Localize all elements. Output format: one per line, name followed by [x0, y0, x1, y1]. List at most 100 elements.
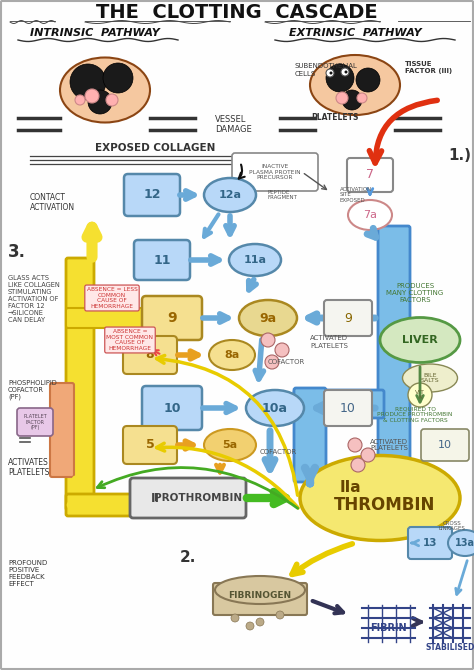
Text: 7a: 7a — [363, 210, 377, 220]
Text: COFACTOR: COFACTOR — [260, 449, 297, 455]
Circle shape — [246, 622, 254, 630]
Text: PEPTIDE
FRAGMENT: PEPTIDE FRAGMENT — [268, 190, 298, 200]
Circle shape — [256, 618, 264, 626]
Text: PHOSPHOLIPID
COFACTOR
(PF): PHOSPHOLIPID COFACTOR (PF) — [8, 380, 57, 401]
Text: ACTIVATION
SITE
EXPOSED: ACTIVATION SITE EXPOSED — [340, 187, 372, 203]
FancyBboxPatch shape — [50, 383, 74, 477]
Text: 11: 11 — [153, 253, 171, 267]
Text: 13a: 13a — [455, 538, 474, 548]
Text: CROSS
LINKAGES: CROSS LINKAGES — [438, 521, 465, 531]
Circle shape — [275, 343, 289, 357]
FancyBboxPatch shape — [294, 390, 384, 418]
Ellipse shape — [300, 456, 460, 541]
Text: 10: 10 — [438, 440, 452, 450]
FancyBboxPatch shape — [134, 240, 190, 280]
Text: 13: 13 — [423, 538, 437, 548]
FancyBboxPatch shape — [66, 494, 182, 516]
Ellipse shape — [239, 300, 297, 336]
FancyBboxPatch shape — [408, 527, 452, 559]
Circle shape — [261, 333, 275, 347]
Circle shape — [103, 63, 133, 93]
Text: THROMBIN: THROMBIN — [334, 496, 436, 514]
Text: 11a: 11a — [244, 255, 266, 265]
Circle shape — [408, 383, 432, 407]
Circle shape — [351, 458, 365, 472]
Circle shape — [342, 90, 362, 110]
Text: VESSEL
DAMAGE: VESSEL DAMAGE — [215, 115, 252, 135]
Text: PROTHROMBIN: PROTHROMBIN — [154, 493, 242, 503]
Text: EXPOSED COLLAGEN: EXPOSED COLLAGEN — [95, 143, 215, 153]
Text: GLASS ACTS
LIKE COLLAGEN
STIMULATING
ACTIVATION OF
FACTOR 12
→SILICONE
CAN DELAY: GLASS ACTS LIKE COLLAGEN STIMULATING ACT… — [8, 275, 60, 323]
Text: 2.: 2. — [180, 551, 196, 565]
FancyBboxPatch shape — [142, 296, 202, 340]
Text: ABSENCE =
MOST COMMON
CAUSE OF
HEMORRHAGE: ABSENCE = MOST COMMON CAUSE OF HEMORRHAG… — [107, 329, 154, 351]
Circle shape — [276, 611, 284, 619]
Ellipse shape — [348, 200, 392, 230]
Text: ACTIVATED
PLATELETS: ACTIVATED PLATELETS — [310, 336, 348, 348]
Circle shape — [329, 72, 332, 74]
Text: 1.): 1.) — [448, 147, 472, 163]
Circle shape — [70, 64, 106, 100]
Circle shape — [348, 438, 362, 452]
Text: 12a: 12a — [219, 190, 241, 200]
Circle shape — [265, 355, 279, 369]
Ellipse shape — [402, 364, 457, 392]
Text: FIBRINOGEN: FIBRINOGEN — [228, 592, 292, 600]
Circle shape — [326, 64, 354, 92]
Circle shape — [345, 70, 347, 74]
FancyBboxPatch shape — [378, 226, 410, 480]
Ellipse shape — [310, 55, 400, 115]
FancyBboxPatch shape — [124, 174, 180, 216]
FancyBboxPatch shape — [142, 386, 202, 430]
Text: 9: 9 — [167, 311, 177, 325]
Text: PRODUCES
MANY CLOTTING
FACTORS: PRODUCES MANY CLOTTING FACTORS — [386, 283, 444, 303]
Ellipse shape — [448, 530, 474, 556]
Circle shape — [356, 68, 380, 92]
Text: INTRINSIC  PATHWAY: INTRINSIC PATHWAY — [30, 28, 160, 38]
Circle shape — [357, 93, 367, 103]
FancyBboxPatch shape — [17, 408, 53, 436]
Circle shape — [231, 614, 239, 622]
FancyBboxPatch shape — [130, 478, 246, 518]
Text: LIVER: LIVER — [402, 335, 438, 345]
Ellipse shape — [209, 340, 255, 370]
Text: 8a: 8a — [224, 350, 240, 360]
Circle shape — [88, 90, 112, 114]
Circle shape — [85, 89, 99, 103]
Ellipse shape — [215, 576, 305, 604]
Text: COFACTOR: COFACTOR — [268, 359, 305, 365]
Text: 9a: 9a — [259, 312, 276, 324]
Ellipse shape — [204, 429, 256, 461]
FancyBboxPatch shape — [123, 336, 177, 374]
FancyBboxPatch shape — [347, 158, 393, 192]
Text: IIa: IIa — [339, 480, 361, 496]
Text: ACTIVATES
PLATELETS: ACTIVATES PLATELETS — [8, 458, 49, 478]
Ellipse shape — [246, 390, 304, 426]
Text: INACTIVE
PLASMA PROTEIN
PRECURSOR: INACTIVE PLASMA PROTEIN PRECURSOR — [249, 163, 301, 180]
FancyBboxPatch shape — [66, 308, 166, 328]
Text: ACTIVATED
PLATELETS: ACTIVATED PLATELETS — [370, 438, 408, 452]
Text: 8: 8 — [146, 348, 155, 362]
Text: PLATELETS: PLATELETS — [311, 113, 359, 123]
FancyBboxPatch shape — [324, 390, 372, 426]
Text: 10a: 10a — [262, 401, 288, 415]
Text: PLATELET
FACTOR
(PF): PLATELET FACTOR (PF) — [23, 413, 47, 430]
Ellipse shape — [229, 244, 281, 276]
Text: SUBENDOTHELIAL
CELLS: SUBENDOTHELIAL CELLS — [295, 64, 358, 76]
Text: VIT
K: VIT K — [415, 389, 425, 401]
Text: STABILISED: STABILISED — [425, 643, 474, 653]
Text: 5a: 5a — [222, 440, 237, 450]
Ellipse shape — [204, 178, 256, 212]
FancyBboxPatch shape — [66, 258, 94, 510]
Text: BILE
SALTS: BILE SALTS — [421, 373, 439, 383]
Text: PROFOUND
POSITIVE
FEEDBACK
EFFECT: PROFOUND POSITIVE FEEDBACK EFFECT — [8, 560, 47, 587]
FancyBboxPatch shape — [232, 153, 318, 191]
Circle shape — [75, 95, 85, 105]
Text: 3.: 3. — [8, 243, 26, 261]
Circle shape — [336, 92, 348, 104]
Circle shape — [106, 94, 118, 106]
Ellipse shape — [380, 318, 460, 362]
Ellipse shape — [60, 58, 150, 123]
Text: TISSUE
FACTOR (III): TISSUE FACTOR (III) — [405, 62, 452, 74]
Text: 7: 7 — [366, 168, 374, 182]
